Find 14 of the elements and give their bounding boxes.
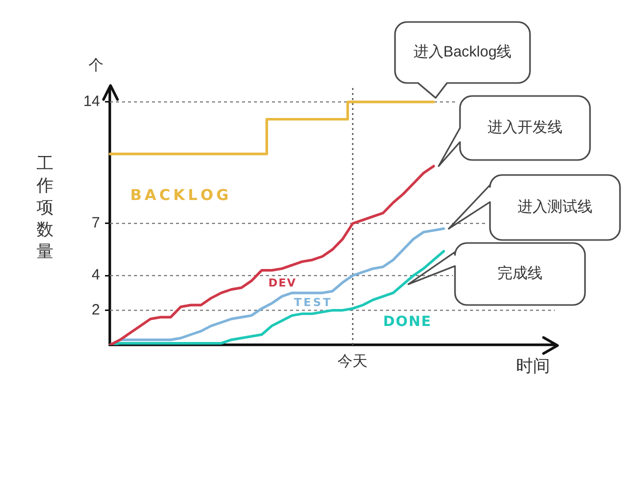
text: 进入Backlog线: [413, 44, 512, 61]
x-tick-label: 今天: [338, 352, 368, 370]
y-tick-label: 4: [92, 266, 100, 284]
annotation: 完成线: [498, 265, 542, 282]
annotation: 进入测试线: [518, 198, 592, 216]
y-axis-title: 工作项数量: [36, 154, 54, 261]
y-tick-label: 2: [92, 301, 100, 318]
y-tick-label: 7: [92, 214, 100, 232]
annotation: 进入开发线: [488, 119, 562, 136]
series-label: DONE: [383, 314, 431, 330]
series-label: DEV: [268, 276, 296, 290]
text: 个: [88, 56, 104, 74]
x-axis-title: 时间: [516, 356, 550, 376]
y-tick-label: 14: [83, 93, 100, 110]
